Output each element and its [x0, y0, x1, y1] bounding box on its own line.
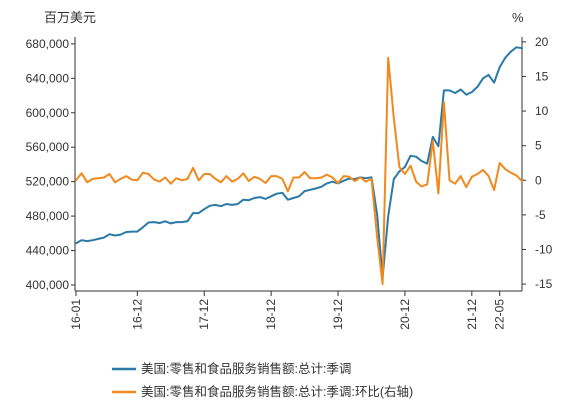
x-tick-label: 20-12 — [398, 299, 412, 330]
left-y-tick-label: 640,000 — [26, 71, 70, 85]
x-tick-label: 19-12 — [331, 299, 345, 330]
left-y-tick-label: 480,000 — [26, 209, 70, 223]
x-tick-label: 21-12 — [465, 299, 479, 330]
x-tick-label: 18-12 — [264, 299, 278, 330]
right-y-tick-label: -15 — [535, 277, 553, 291]
left-axis-unit-label: 百万美元 — [44, 10, 96, 25]
right-y-tick-label: 20 — [535, 35, 549, 49]
right-y-tick-label: -5 — [535, 208, 546, 222]
series-line-retail-sales — [75, 46, 523, 279]
right-y-tick-label: -10 — [535, 242, 553, 256]
right-y-tick-label: 5 — [535, 139, 542, 153]
right-y-tick-label: 15 — [535, 69, 549, 83]
right-y-tick-label: 0 — [535, 173, 542, 187]
legend-label: 美国:零售和食品服务销售额:总计:季调:环比(右轴) — [141, 384, 413, 399]
right-y-tick-label: 10 — [535, 104, 549, 118]
x-tick-label: 16-12 — [130, 299, 144, 330]
legend-label: 美国:零售和食品服务销售额:总计:季调 — [141, 361, 351, 376]
x-tick-label: 16-01 — [69, 299, 83, 330]
left-y-tick-label: 680,000 — [26, 37, 70, 51]
axes-layer: 680,000 640,000 600,000 560,000 520,000 480,0… — [26, 35, 553, 330]
left-y-tick-label: 520,000 — [26, 175, 70, 189]
series-line-mom-change — [75, 56, 523, 286]
right-axis-unit-label: % — [512, 10, 524, 25]
left-y-tick-label: 600,000 — [26, 106, 70, 120]
left-y-tick-label: 560,000 — [26, 140, 70, 154]
legend: 美国:零售和食品服务销售额:总计:季调美国:零售和食品服务销售额:总计:季调:环… — [112, 361, 413, 399]
left-y-tick-label: 400,000 — [26, 278, 70, 292]
left-y-tick-label: 440,000 — [26, 244, 70, 258]
x-tick-label: 22-05 — [493, 299, 507, 330]
x-tick-label: 17-12 — [197, 299, 211, 330]
series-layer — [75, 46, 523, 286]
